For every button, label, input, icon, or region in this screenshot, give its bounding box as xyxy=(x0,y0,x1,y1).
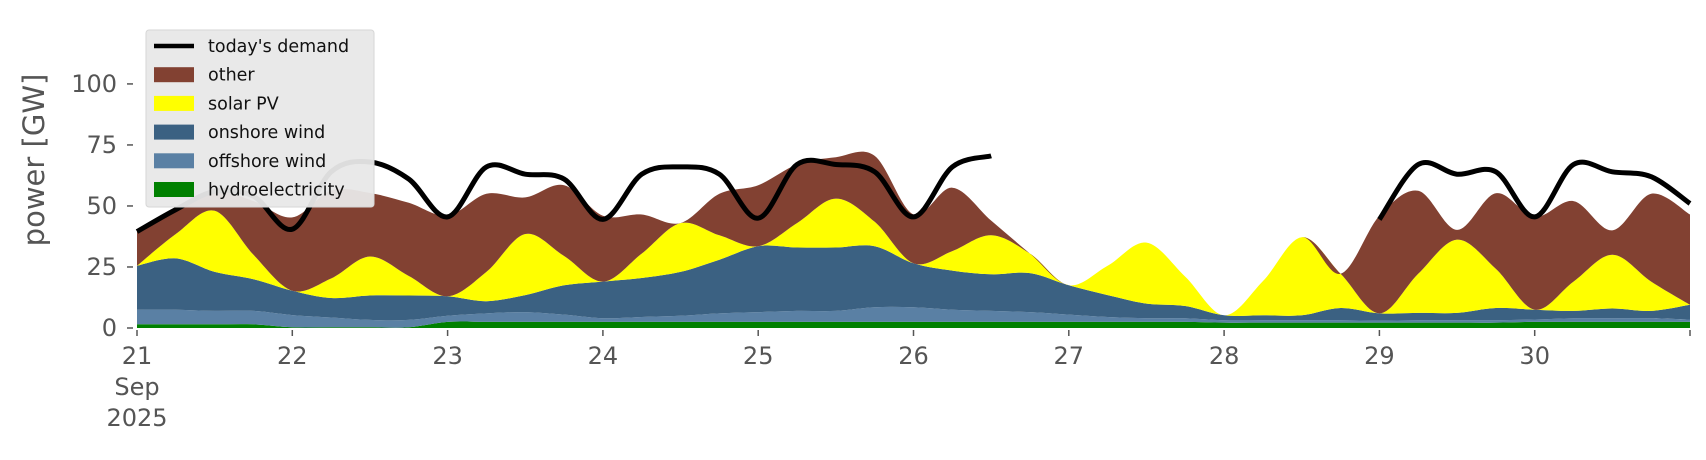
legend-label-offshore-wind: offshore wind xyxy=(208,152,326,172)
legend-swatch-solar-pv xyxy=(154,95,194,111)
x-axis: 21 Sep 2025 22 23 24 25 26 27 28 29 30 xyxy=(106,330,1691,432)
legend-box xyxy=(145,29,375,208)
legend-swatch-hydroelectricity xyxy=(154,182,194,197)
legend-label-hydroelectricity: hydroelectricity xyxy=(208,181,345,201)
y-tick-label-75: 75 xyxy=(86,131,117,159)
x-tick-label-22: 22 xyxy=(277,342,308,370)
y-tick-label-50: 50 xyxy=(86,192,117,220)
x-tick-label-29: 29 xyxy=(1364,342,1395,370)
plot-area xyxy=(135,151,1692,328)
area-offshore-wind xyxy=(137,306,1690,328)
legend-swatch-onshore-wind xyxy=(154,124,194,140)
y-tick-label-25: 25 xyxy=(86,253,117,281)
area-other xyxy=(137,151,1690,316)
x-tick-label-23: 23 xyxy=(432,342,463,370)
x-tick-label-25: 25 xyxy=(743,342,774,370)
legend-label-today-s-demand: today's demand xyxy=(208,37,349,57)
y-tick-label-0: 0 xyxy=(102,314,117,342)
x-tick-sublabel-1: 2025 xyxy=(106,404,167,432)
demand-line-segment-0 xyxy=(135,153,992,234)
y-axis: 0 25 50 75 100 xyxy=(71,70,133,342)
x-tick-label-28: 28 xyxy=(1209,342,1240,370)
x-tick-label-21: 21 xyxy=(122,342,153,370)
legend-label-onshore-wind: onshore wind xyxy=(208,123,325,143)
area-solar-pv xyxy=(137,198,1690,317)
x-tick-sublabel-0: Sep xyxy=(114,373,159,401)
area-hydroelectricity xyxy=(137,321,1690,328)
x-tick-label-27: 27 xyxy=(1054,342,1085,370)
legend-swatch-other xyxy=(154,67,194,83)
x-tick-label-26: 26 xyxy=(898,342,929,370)
legend-swatch-offshore-wind xyxy=(154,153,194,169)
x-tick-label-24: 24 xyxy=(588,342,619,370)
area-onshore-wind xyxy=(137,245,1690,321)
legend-label-other: other xyxy=(208,66,255,86)
demand-line-segment-1 xyxy=(1377,159,1692,221)
y-tick-label-100: 100 xyxy=(71,70,117,98)
x-tick-label-30: 30 xyxy=(1519,342,1550,370)
y-axis-label: power [GW] xyxy=(17,74,51,247)
legend-label-solar-pv: solar PV xyxy=(208,94,279,114)
legend: today's demand other solar PV onshore wind o… xyxy=(145,29,375,208)
